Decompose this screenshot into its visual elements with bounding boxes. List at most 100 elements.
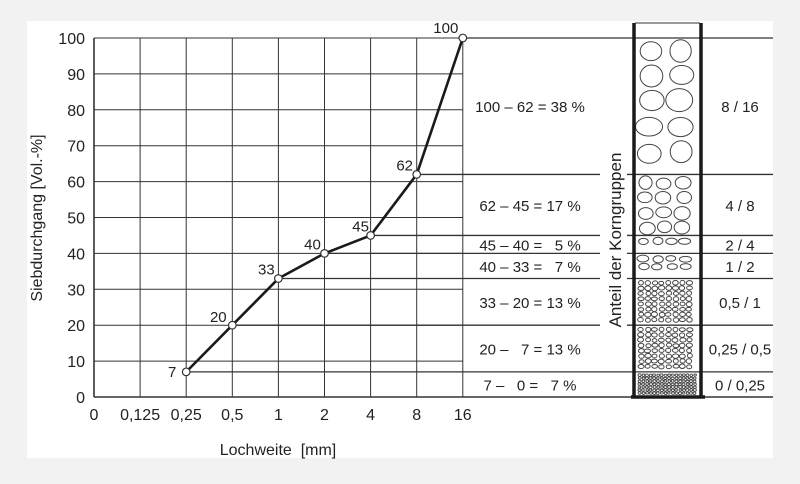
data-point-label: 100 <box>433 20 458 37</box>
labels: 0 0,125 0,25 0,5 1 2 4 8 16 0 10 20 30 40 50 60 70 80 90 10… <box>58 20 771 424</box>
grain-shape <box>665 280 672 286</box>
grain-shape <box>658 337 665 343</box>
grain-shape <box>671 332 679 338</box>
grain-shape <box>686 327 694 333</box>
grain-shape <box>658 348 665 353</box>
grain-shape <box>656 382 661 386</box>
grain-shape <box>678 285 686 291</box>
data-point <box>366 231 376 240</box>
grain-shape <box>645 343 652 349</box>
grain-shape <box>682 388 686 392</box>
grain-shape <box>644 296 651 301</box>
x-tick-label: 8 <box>412 407 421 424</box>
grain-shape <box>685 382 690 386</box>
grain-shape <box>657 358 665 365</box>
side-label: Anteil der Korngruppen <box>606 153 625 328</box>
x-tick-label: 0 <box>90 407 99 424</box>
grain-shape <box>635 116 664 137</box>
data-point <box>412 170 422 179</box>
grain-shape <box>678 353 686 359</box>
grain-shape <box>688 379 693 383</box>
grain-shape <box>651 348 658 354</box>
grain-shape <box>640 382 645 386</box>
grain-shape <box>652 236 664 246</box>
grain-shape <box>648 373 653 378</box>
grain-shape <box>655 388 660 393</box>
y-tick-label: 90 <box>67 67 85 84</box>
grain-shape <box>658 326 665 332</box>
grain-shape <box>665 285 673 291</box>
grain-shape <box>659 301 666 307</box>
grain-shape <box>692 391 697 395</box>
grain-shape <box>686 352 693 359</box>
grain-shape <box>637 373 642 377</box>
grain-shape <box>651 290 658 297</box>
grain-shape <box>689 373 694 378</box>
grain-shape <box>670 379 675 383</box>
grain-shape <box>671 391 676 395</box>
y-tick-label: 30 <box>67 282 85 299</box>
grain-shape <box>645 385 649 389</box>
grain-shape <box>645 290 652 296</box>
grain-shape <box>686 290 693 296</box>
grain-shape <box>672 363 680 369</box>
grain-shape <box>685 306 692 312</box>
grain-shape <box>674 175 692 190</box>
grain-shape <box>658 353 665 359</box>
grain-shape <box>660 376 664 380</box>
grain-shape <box>685 385 690 389</box>
grain-shape <box>650 358 658 364</box>
grain-shape <box>651 342 659 348</box>
grain-shape <box>678 317 686 323</box>
grain-shape <box>638 175 653 190</box>
group-fraction-label: 1 / 2 <box>725 259 754 276</box>
data-point-label: 20 <box>210 309 227 326</box>
grain-shape <box>670 385 675 389</box>
group-fraction-label: 8 / 16 <box>721 99 759 116</box>
grain-shape <box>637 336 645 343</box>
grain-shape <box>673 206 691 221</box>
data-point-label: 7 <box>168 364 176 381</box>
grain-shape <box>639 64 664 88</box>
grain-shape <box>665 347 672 354</box>
group-share-label: 20 – 7 = 13 % <box>479 342 580 359</box>
grain-shape <box>665 290 673 296</box>
x-tick-label: 16 <box>454 407 472 424</box>
grain-shape <box>674 388 678 392</box>
grain-shape <box>637 331 645 338</box>
grain-shape <box>637 301 644 307</box>
side-label-bg <box>600 140 627 340</box>
grain-shape <box>637 307 645 312</box>
group-boundary-lines <box>186 37 773 398</box>
grain-shape <box>673 291 679 296</box>
grain-shape <box>658 364 665 370</box>
grain-shape <box>645 331 652 338</box>
grain-shape <box>679 279 686 286</box>
grain-shape <box>685 376 690 380</box>
grain-shape <box>665 364 672 370</box>
y-tick-label: 40 <box>67 246 85 263</box>
grain-shape <box>644 363 651 369</box>
x-axis-label: Lochweite [mm] <box>220 442 336 459</box>
x-tick-label: 1 <box>274 407 283 424</box>
grain-shape <box>670 376 675 380</box>
grain-shape <box>660 385 664 389</box>
grain-shape <box>645 379 649 383</box>
y-axis-label: Siebdurchgang [Vol.-%] <box>29 134 46 301</box>
grain-shape <box>651 301 658 307</box>
grain-shape <box>667 391 671 395</box>
grain-shape <box>651 280 659 286</box>
grain-column <box>631 22 705 399</box>
grain-shape <box>637 285 645 292</box>
grain-shape <box>658 296 665 302</box>
grain-shape <box>638 353 645 359</box>
grain-shape <box>651 317 658 323</box>
x-tick-label: 0,125 <box>120 407 160 424</box>
group-share-label: 40 – 33 = 7 % <box>479 259 580 276</box>
grain-shape <box>637 348 645 354</box>
grain-shape <box>679 306 686 312</box>
y-tick-label: 20 <box>67 318 85 335</box>
grain-shape <box>686 364 693 370</box>
grain-shape <box>638 279 644 286</box>
